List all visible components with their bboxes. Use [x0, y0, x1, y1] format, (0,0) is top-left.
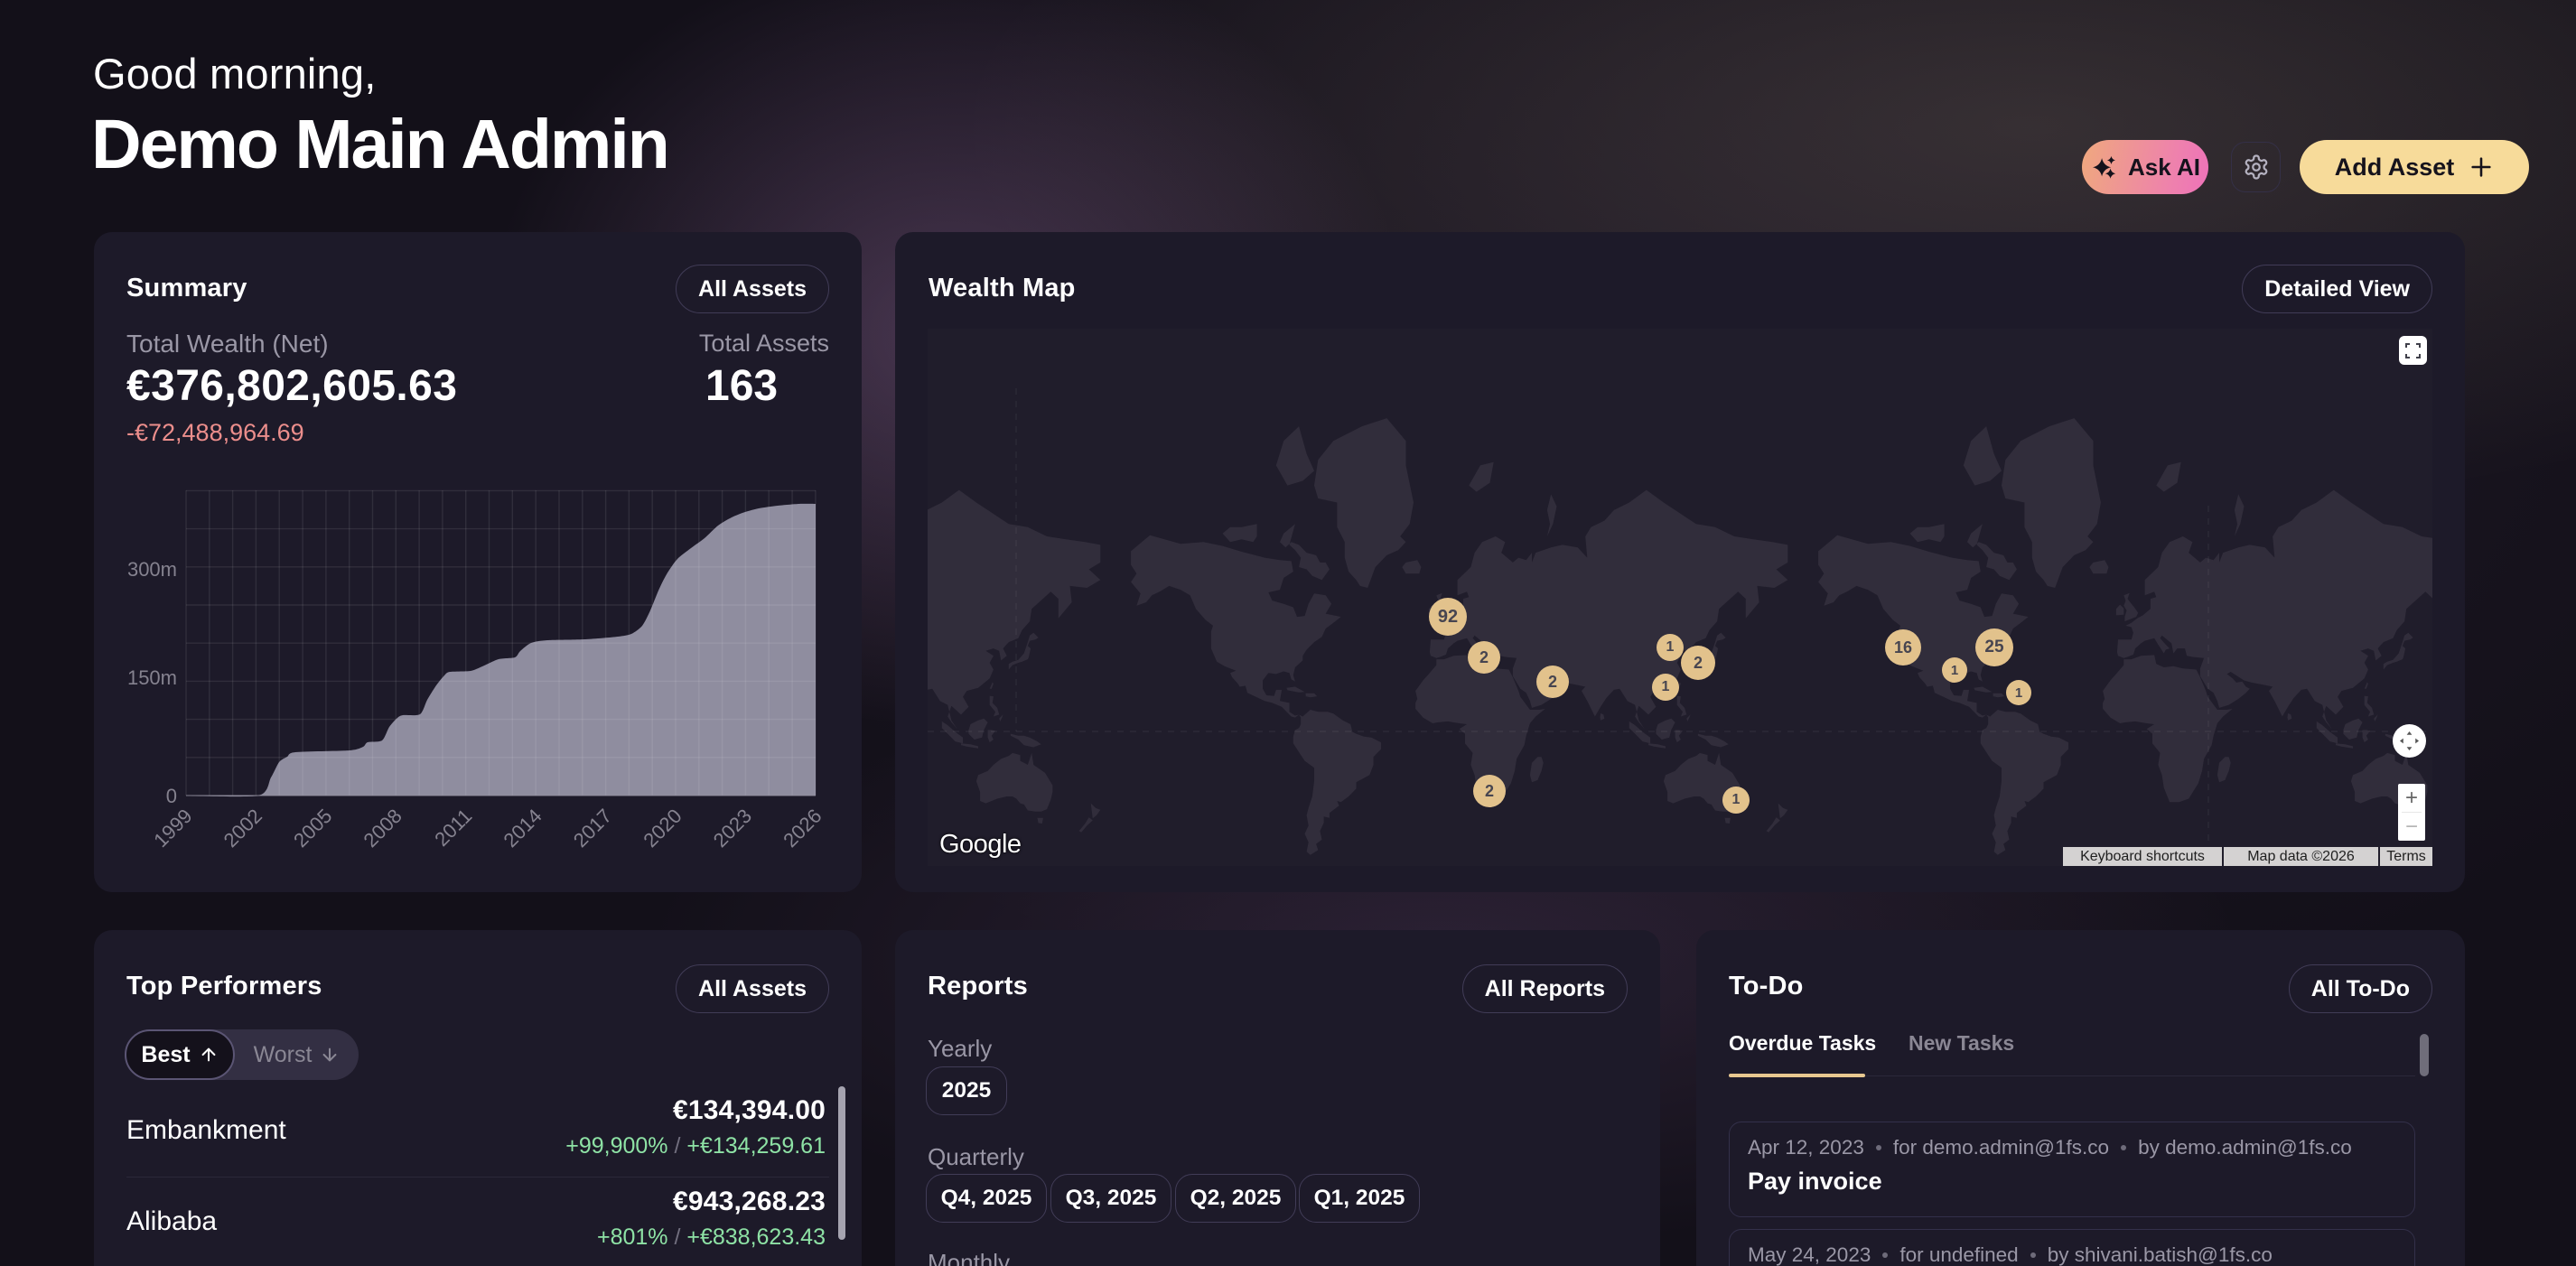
svg-text:0: 0	[166, 785, 177, 807]
svg-text:1999: 1999	[149, 805, 196, 852]
svg-text:150m: 150m	[127, 666, 177, 689]
svg-text:2002: 2002	[219, 805, 266, 852]
svg-text:2008: 2008	[359, 805, 406, 852]
svg-text:2011: 2011	[430, 805, 476, 851]
svg-text:2023: 2023	[709, 805, 756, 852]
svg-text:2014: 2014	[499, 805, 546, 852]
svg-text:2005: 2005	[289, 805, 336, 852]
svg-text:2017: 2017	[569, 805, 616, 852]
svg-text:300m: 300m	[127, 558, 177, 581]
svg-text:2020: 2020	[639, 805, 686, 852]
svg-text:2026: 2026	[779, 805, 826, 852]
